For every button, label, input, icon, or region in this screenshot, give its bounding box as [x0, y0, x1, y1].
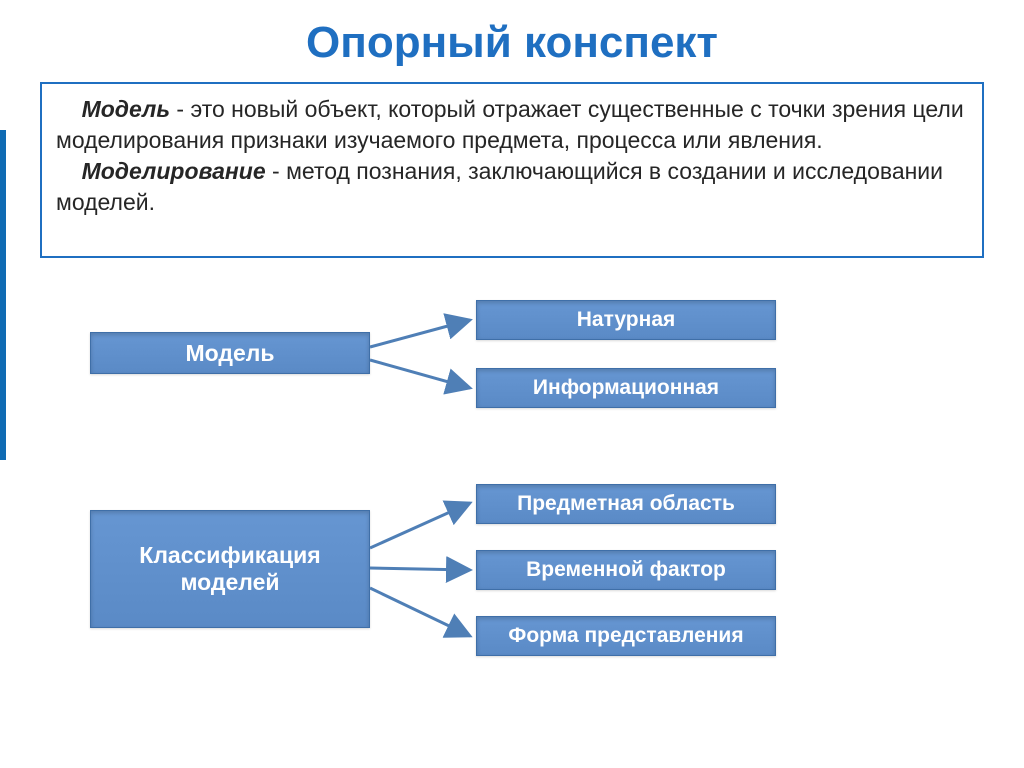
node-informational-label: Информационная: [533, 376, 719, 400]
definition-modeling: Моделирование - метод познания, заключаю…: [56, 156, 968, 218]
node-presentation-form-label: Форма представления: [508, 624, 743, 648]
node-presentation-form: Форма представления: [476, 616, 776, 656]
node-natural-label: Натурная: [577, 308, 676, 332]
arrow: [370, 360, 470, 388]
term-modeling: Моделирование: [82, 158, 266, 184]
definitions-box: Модель - это новый объект, который отраж…: [40, 82, 984, 258]
text-model-def: - это новый объект, который отражает сущ…: [56, 96, 964, 153]
node-time-factor-label: Временной фактор: [526, 558, 726, 582]
node-natural: Натурная: [476, 300, 776, 340]
arrow: [370, 320, 470, 347]
arrow: [370, 588, 470, 636]
arrow: [370, 568, 470, 570]
side-accent-bar: [0, 130, 6, 460]
node-model-label: Модель: [185, 340, 274, 367]
node-time-factor: Временной фактор: [476, 550, 776, 590]
arrow: [370, 503, 470, 548]
node-model: Модель: [90, 332, 370, 374]
slide-title: Опорный конспект: [0, 18, 1024, 68]
slide: Опорный конспект Модель - это новый объе…: [0, 0, 1024, 768]
node-classification-label: Классификация моделей: [139, 542, 320, 596]
node-informational: Информационная: [476, 368, 776, 408]
node-subject-area: Предметная область: [476, 484, 776, 524]
node-subject-area-label: Предметная область: [517, 492, 735, 516]
node-classification-line2: моделей: [139, 569, 320, 596]
term-model: Модель: [82, 96, 170, 122]
definition-model: Модель - это новый объект, который отраж…: [56, 94, 968, 156]
node-classification-line1: Классификация: [139, 542, 320, 569]
node-classification: Классификация моделей: [90, 510, 370, 628]
